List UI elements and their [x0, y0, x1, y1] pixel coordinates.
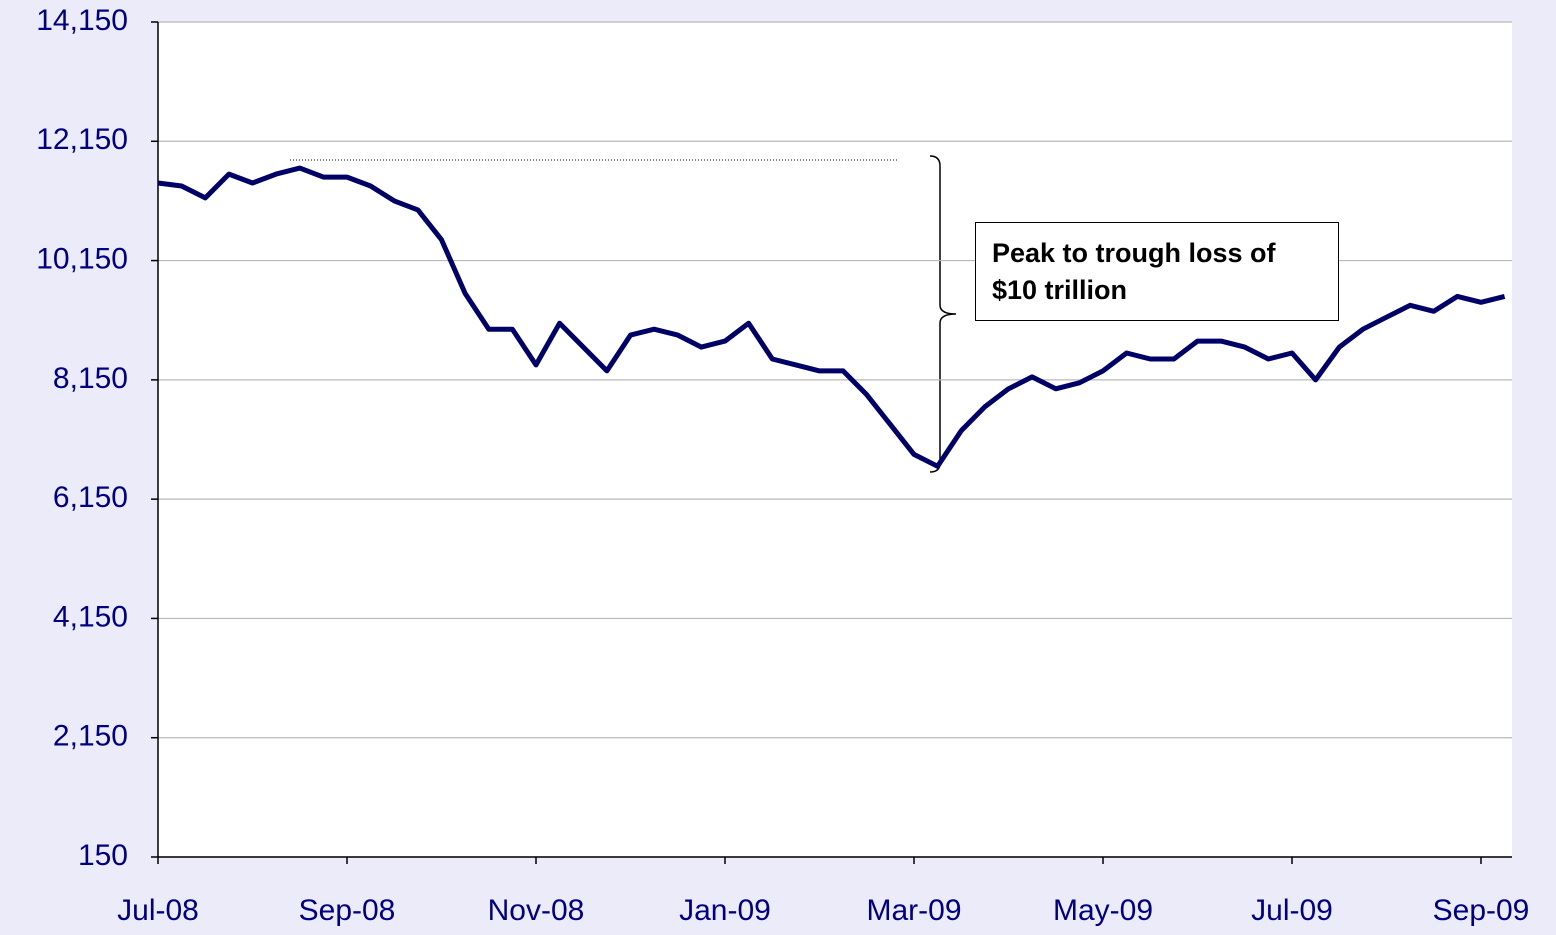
- y-tick-label: 12,150: [36, 123, 128, 156]
- y-tick-label: 14,150: [36, 4, 128, 37]
- x-tick-label: Sep-09: [1433, 894, 1530, 927]
- y-tick-label: 2,150: [53, 720, 128, 753]
- y-tick-label: 8,150: [53, 362, 128, 395]
- y-tick-label: 6,150: [53, 481, 128, 514]
- x-tick-label: Sep-08: [299, 894, 396, 927]
- y-tick-label: 150: [78, 839, 128, 872]
- plot-area: [158, 22, 1512, 857]
- x-tick-label: Jul-09: [1251, 894, 1333, 927]
- x-tick-label: Jan-09: [679, 894, 771, 927]
- x-tick-label: Nov-08: [488, 894, 585, 927]
- x-tick-label: Mar-09: [866, 894, 961, 927]
- line-series: [157, 165, 1506, 469]
- annotation: Peak to trough loss of $10 trillion: [975, 222, 1339, 321]
- x-tick-label: May-09: [1053, 894, 1153, 927]
- x-tick-label: Jul-08: [117, 894, 199, 927]
- y-tick-label: 10,150: [36, 242, 128, 275]
- y-tick-label: 4,150: [53, 600, 128, 633]
